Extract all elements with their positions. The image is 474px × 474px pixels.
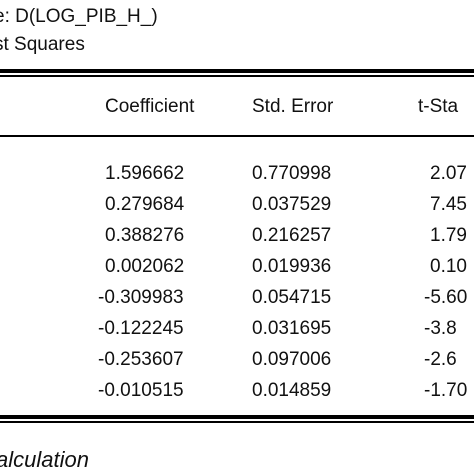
std-error-cell: 0.037529 — [252, 194, 332, 215]
dependent-variable-line: e: D(LOG_PIB_H_) — [0, 6, 158, 27]
column-header-std-error: Std. Error — [252, 96, 334, 117]
top-double-rule-upper — [0, 69, 474, 73]
std-error-cell: 0.770998 — [252, 163, 332, 184]
table-row: 1.596662 0.770998 2.07 — [0, 163, 474, 194]
std-error-cell: 0.019936 — [252, 256, 332, 277]
table-row: 0.388276 0.216257 1.79 — [0, 225, 474, 256]
coefficient-cell: 0.388276 — [105, 225, 185, 246]
column-header-coefficient: Coefficient — [105, 96, 195, 117]
t-stat-cell: -1.70 — [424, 380, 468, 401]
t-stat-cell: -2.6 — [424, 349, 457, 370]
coefficient-cell: -0.253607 — [98, 349, 184, 370]
coefficient-cell: -0.309983 — [98, 287, 184, 308]
t-stat-cell: 7.45 — [430, 194, 467, 215]
std-error-cell: 0.054715 — [252, 287, 332, 308]
t-stat-cell: 2.07 — [430, 163, 467, 184]
table-row: -0.253607 0.097006 -2.6 — [0, 349, 474, 380]
table-row: -0.122245 0.031695 -3.8 — [0, 318, 474, 349]
std-error-cell: 0.031695 — [252, 318, 332, 339]
std-error-cell: 0.216257 — [252, 225, 332, 246]
coefficient-cell: 1.596662 — [105, 163, 185, 184]
table-row: -0.309983 0.054715 -5.60 — [0, 287, 474, 318]
t-stat-cell: 1.79 — [430, 225, 467, 246]
footer-note: alculation — [0, 447, 89, 472]
method-line: st Squares — [0, 34, 85, 55]
t-stat-cell: 0.10 — [430, 256, 467, 277]
column-header-t-statistic: t-Sta — [418, 96, 459, 117]
std-error-cell: 0.097006 — [252, 349, 332, 370]
table-row: 0.279684 0.037529 7.45 — [0, 194, 474, 225]
coefficient-cell: -0.122245 — [98, 318, 184, 339]
coefficient-cell: 0.279684 — [105, 194, 185, 215]
table-row: -0.010515 0.014859 -1.70 — [0, 380, 474, 411]
bottom-double-rule-lower — [0, 421, 474, 423]
header-separator-rule — [0, 135, 474, 137]
t-stat-cell: -5.60 — [424, 287, 468, 308]
coefficient-cell: 0.002062 — [105, 256, 185, 277]
std-error-cell: 0.014859 — [252, 380, 332, 401]
coefficient-cell: -0.010515 — [98, 380, 184, 401]
t-stat-cell: -3.8 — [424, 318, 457, 339]
bottom-double-rule-upper — [0, 415, 474, 419]
top-double-rule-lower — [0, 75, 474, 77]
table-row: 0.002062 0.019936 0.10 — [0, 256, 474, 287]
